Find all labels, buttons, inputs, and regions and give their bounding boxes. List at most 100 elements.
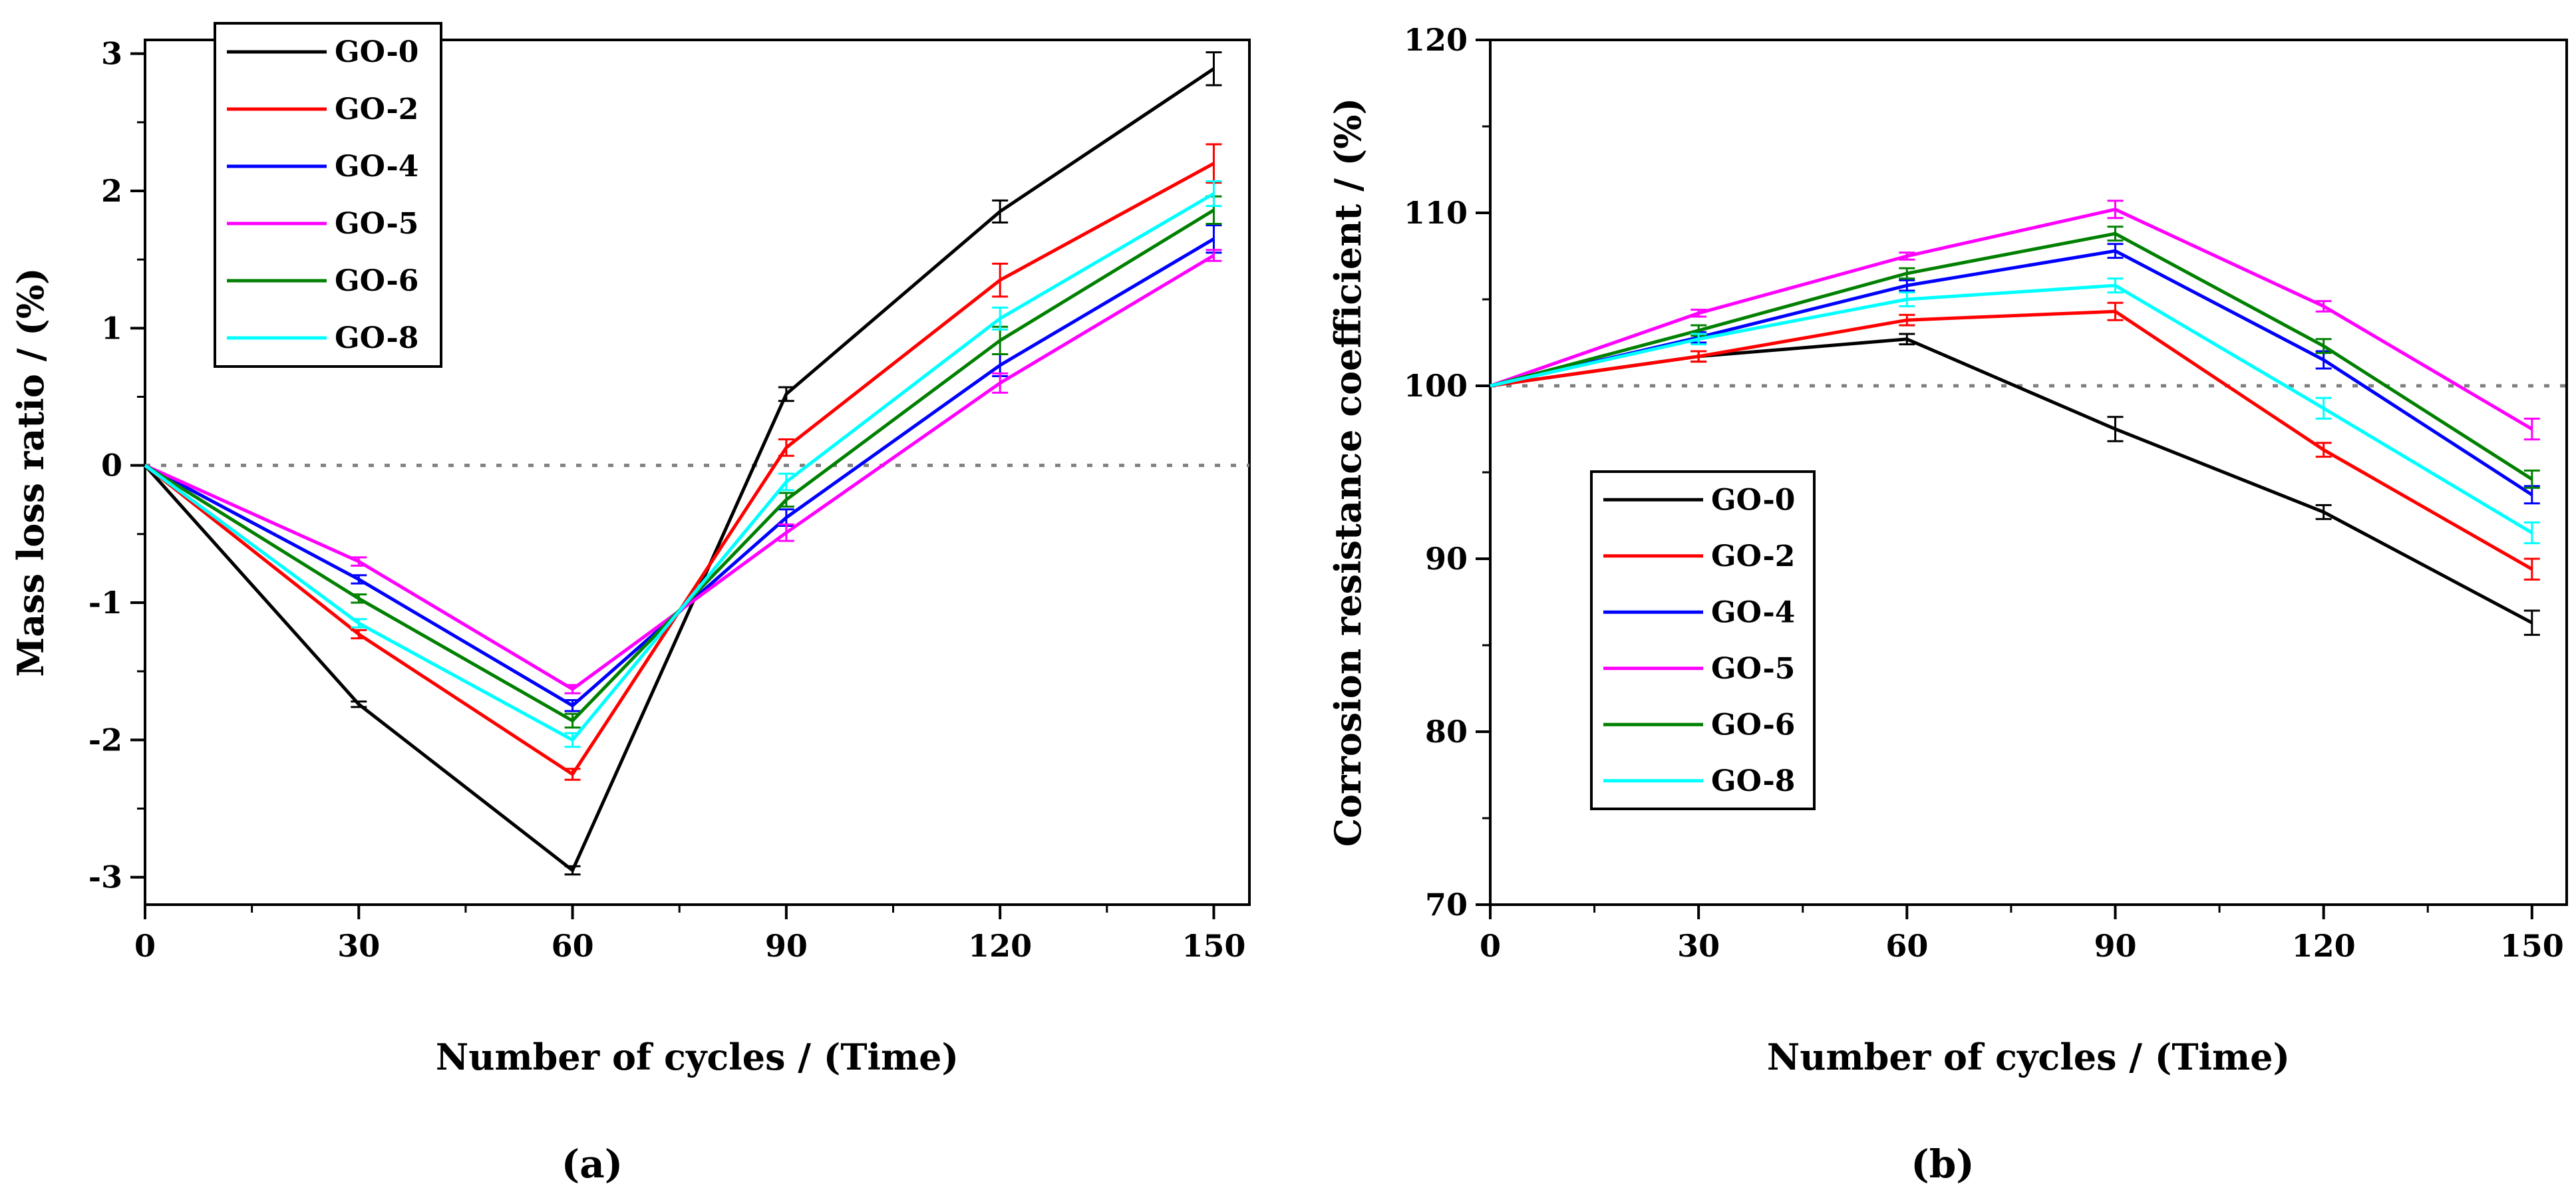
error-bar [2107, 225, 2124, 242]
y-axis-label: Corrosion resistance coefficient / (%) [1327, 98, 1369, 847]
error-bar [2315, 504, 2332, 520]
legend-label-go-4: GO-4 [1711, 595, 1795, 629]
panel-label: (b) [1911, 1141, 1974, 1187]
y-tick-label: 120 [1404, 22, 1468, 58]
series-line-go-6 [1490, 231, 2533, 481]
error-bar [1899, 267, 1915, 280]
error-bar [2523, 469, 2540, 489]
x-tick-label: 150 [2500, 928, 2564, 964]
panel-label: (a) [562, 1141, 623, 1187]
error-bar [351, 700, 367, 708]
legend-label-go-2: GO-2 [335, 92, 418, 126]
x-tick-label: 60 [552, 928, 594, 964]
legend-label-go-0: GO-0 [335, 35, 418, 69]
x-tick-label: 150 [1182, 928, 1245, 964]
x-tick-label: 30 [1677, 928, 1720, 964]
error-bar [2523, 557, 2540, 581]
plot-frame [144, 39, 1251, 906]
error-bar [1690, 350, 1707, 363]
error-bar [1206, 143, 1222, 184]
error-bar [564, 712, 581, 729]
x-tick-label: 60 [1885, 928, 1928, 964]
error-bar [1206, 180, 1222, 208]
x-tick-label: 0 [134, 928, 156, 964]
x-tick-label: 120 [2292, 928, 2356, 964]
legend-label-go-5: GO-5 [335, 207, 418, 241]
series-line-go-2 [1490, 309, 2533, 571]
error-bar [1690, 309, 1707, 318]
y-tick-label: 100 [1404, 368, 1468, 404]
error-bar [992, 262, 1009, 298]
error-bar [778, 523, 794, 542]
error-bar [1690, 333, 1707, 346]
error-bar [2107, 243, 2124, 259]
panel-a: 0 30 60 90 120 150 -3 -2 -1 0 1 2 3 Number of cycles … [9, 22, 1251, 1187]
y-tick-label: 70 [1425, 887, 1468, 923]
y-tick-label: 90 [1425, 541, 1468, 577]
error-bar [992, 306, 1009, 331]
series-line-go-4 [1490, 249, 2533, 496]
error-bar [992, 325, 1009, 356]
legend-label-go-6: GO-6 [1711, 708, 1795, 742]
error-bar [351, 629, 367, 640]
error-bar [1206, 51, 1222, 86]
y-tick-label: 0 [101, 448, 122, 484]
y-tick-label: 110 [1404, 195, 1468, 231]
legend-box [1590, 470, 1816, 810]
error-bar [564, 768, 581, 781]
error-bar [1899, 291, 1915, 307]
error-bar [778, 438, 794, 457]
legend: GO-0 GO-2 GO-4 GO-5 GO-6 GO-8 [1590, 470, 1816, 810]
series-line-go-0 [144, 67, 1215, 873]
x-tick-label: 120 [968, 928, 1032, 964]
legend-label-go-4: GO-4 [335, 150, 418, 184]
y-tick-label: -3 [88, 859, 122, 895]
series-line-go-8 [1490, 283, 2533, 535]
series-line-go-5 [1490, 208, 2533, 431]
legend-label-go-0: GO-0 [1711, 483, 1795, 517]
error-bar [1899, 279, 1915, 292]
x-tick-label: 0 [1480, 928, 1501, 964]
error-bar [564, 684, 581, 694]
error-bar [2523, 609, 2540, 636]
error-bar [992, 199, 1009, 224]
y-tick-label: 3 [101, 36, 122, 72]
x-tick-label: 30 [337, 928, 380, 964]
error-bar [1899, 333, 1915, 346]
error-bar [778, 386, 794, 402]
error-bar [2315, 300, 2332, 313]
error-bar [2107, 277, 2124, 294]
error-bar [2107, 416, 2124, 442]
error-bar [2315, 338, 2332, 355]
legend-label-go-8: GO-8 [1711, 764, 1795, 798]
y-tick-label: 80 [1425, 714, 1468, 750]
panel-b: 0 30 60 90 120 150 70 80 90 100 110 120 Number of cy… [1327, 22, 2568, 1187]
y-tick-label: 2 [101, 173, 122, 209]
error-bar [1899, 313, 1915, 327]
legend-label-go-6: GO-6 [335, 264, 418, 298]
error-bar [564, 865, 581, 876]
x-tick-label: 90 [2094, 928, 2136, 964]
y-tick-label: -1 [88, 585, 122, 621]
y-tick-label: 1 [101, 310, 122, 346]
error-bar [2315, 442, 2332, 458]
error-bar [1206, 224, 1222, 254]
error-bar [992, 372, 1009, 394]
x-axis-label: Number of cycles / (Time) [436, 1036, 959, 1078]
error-bar [2523, 521, 2540, 545]
error-bar [2107, 200, 2124, 220]
legend-label-go-5: GO-5 [1711, 652, 1795, 686]
error-bar [2315, 396, 2332, 420]
error-bar [778, 492, 794, 508]
x-axis-label: Number of cycles / (Time) [1767, 1036, 2290, 1078]
series-line-go-8 [144, 192, 1215, 742]
error-bar [778, 472, 794, 492]
y-axis-label: Mass loss ratio / (%) [9, 267, 52, 676]
error-bar [351, 574, 367, 585]
error-bar [2523, 417, 2540, 441]
legend-label-go-8: GO-8 [335, 321, 418, 355]
error-bar [564, 732, 581, 748]
error-bar [1899, 251, 1915, 261]
x-tick-label: 90 [765, 928, 808, 964]
